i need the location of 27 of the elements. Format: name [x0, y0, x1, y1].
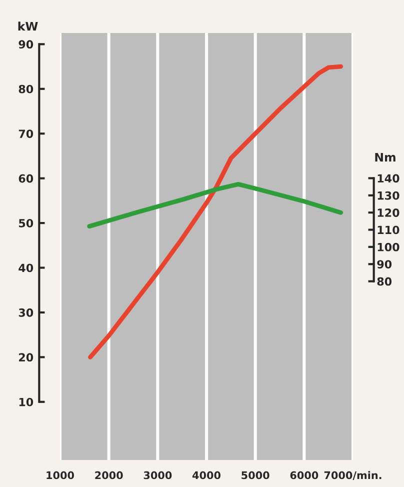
y-tick-label: 80 [18, 84, 34, 94]
x-tick-label: 1000 [46, 471, 74, 480]
y2-tick-label: 90 [377, 260, 392, 268]
x-tick-label: 6000 [290, 471, 318, 480]
y2-tick-label: 120 [378, 208, 400, 217]
y-tick-label: 70 [18, 130, 34, 138]
x-tick-label: 2000 [95, 471, 123, 480]
y2-tick-label: 140 [378, 174, 400, 183]
y2-tick-label: 80 [377, 277, 392, 286]
y-tick-label: 90 [18, 40, 34, 49]
y-tick-label: 10 [19, 398, 34, 406]
y-tick-label: 40 [18, 264, 34, 272]
y-tick-label: 30 [18, 308, 34, 317]
y-tick-label: 20 [19, 353, 34, 362]
line-series [87, 182, 344, 229]
line-series [88, 64, 344, 360]
y-tick-label: 50 [19, 219, 34, 228]
y2-tick-label: 130 [378, 191, 400, 200]
x-tick-label: 3000 [144, 471, 172, 480]
y-axis-title: kW [18, 22, 38, 31]
y2-axis-title: Nm [375, 152, 396, 162]
y2-tick-label: 100 [378, 242, 400, 252]
x-tick-label: 5000 [242, 471, 270, 480]
y-tick-label: 60 [18, 174, 34, 183]
x-tick-label: 7000/min. [324, 471, 382, 480]
y2-tick-label: 110 [378, 226, 400, 234]
x-tick-label: 4000 [192, 471, 220, 480]
